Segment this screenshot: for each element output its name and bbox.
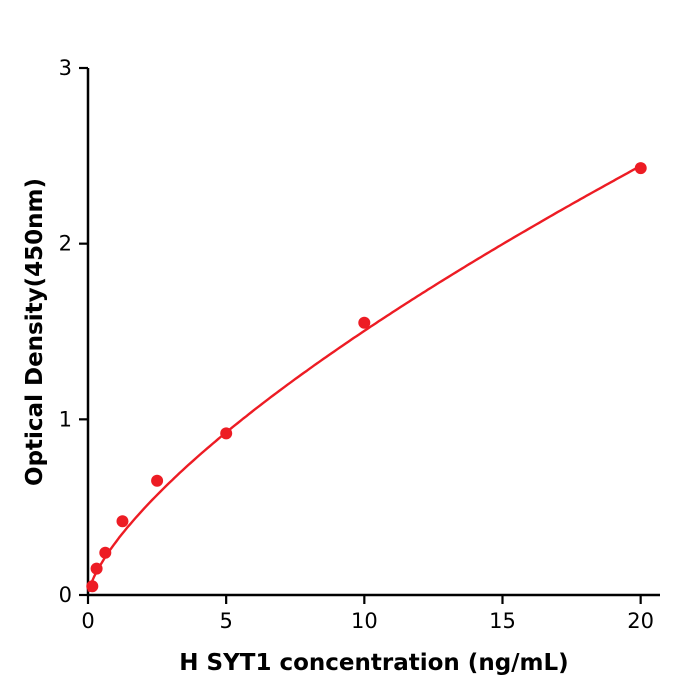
x-tick-label: 5 bbox=[219, 609, 232, 633]
y-axis-label: Optical Density(450nm) bbox=[22, 178, 48, 486]
data-point bbox=[86, 580, 99, 593]
y-tick-label: 0 bbox=[59, 583, 72, 607]
x-tick-label: 15 bbox=[489, 609, 516, 633]
y-tick-label: 1 bbox=[59, 407, 72, 431]
axes-spines bbox=[86, 68, 660, 597]
x-tick-label: 10 bbox=[351, 609, 378, 633]
fit-curve bbox=[87, 166, 639, 592]
data-point bbox=[151, 474, 164, 487]
data-point bbox=[116, 515, 129, 528]
data-point bbox=[90, 562, 103, 575]
y-tick-label: 3 bbox=[59, 56, 72, 80]
data-point bbox=[99, 546, 112, 559]
data-point bbox=[358, 316, 371, 329]
data-point bbox=[634, 162, 647, 175]
x-axis-label: H SYT1 concentration (ng/mL) bbox=[179, 650, 568, 676]
data-point bbox=[220, 427, 233, 440]
x-tick-label: 0 bbox=[81, 609, 94, 633]
y-tick-label: 2 bbox=[59, 232, 72, 256]
x-tick-label: 20 bbox=[627, 609, 654, 633]
